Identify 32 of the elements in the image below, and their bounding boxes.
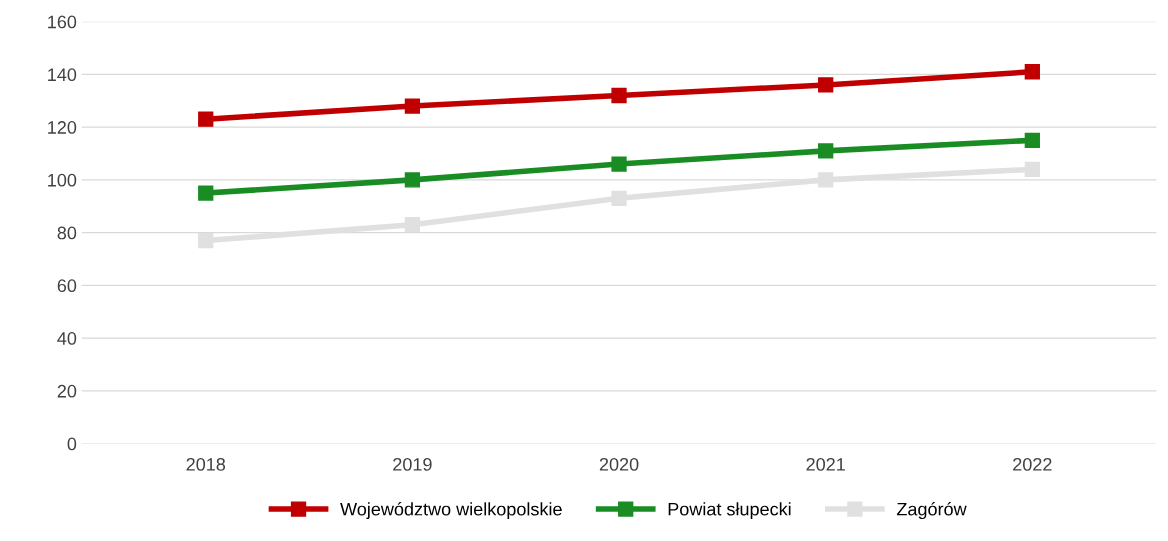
- y-tick-label: 120: [48, 121, 77, 134]
- point: [611, 87, 627, 104]
- point: [198, 111, 214, 127]
- x-tick-label: 2022: [1013, 457, 1052, 471]
- y-tick-label: 140: [48, 68, 77, 82]
- point: [404, 98, 421, 114]
- point: [818, 172, 834, 188]
- x-tick-label: 2019: [393, 457, 432, 471]
- point: [1024, 64, 1040, 80]
- x-tick-label: 2018: [186, 457, 226, 471]
- y-tick-label: 40: [57, 332, 77, 345]
- x-tick-label: 2021: [806, 457, 845, 471]
- point: [1024, 161, 1040, 177]
- y-tick-label: 160: [48, 15, 77, 29]
- point: [818, 77, 834, 93]
- y-tick-label: 80: [57, 226, 77, 240]
- y-tick-label: 0: [67, 437, 77, 451]
- point: [818, 143, 834, 159]
- point: [198, 185, 214, 201]
- point: [611, 156, 627, 172]
- point: [1024, 132, 1040, 148]
- y-tick-label: 100: [48, 173, 77, 187]
- point: [611, 190, 627, 206]
- legend-label: Województwo wielkopolskie: [340, 502, 562, 520]
- y-tick-label: 20: [57, 384, 77, 398]
- y-tick-label: 60: [57, 279, 77, 293]
- legend-label: Zagórów: [896, 502, 967, 520]
- point: [404, 172, 421, 188]
- legend-label: Powiat słupecki: [668, 502, 791, 520]
- point: [198, 232, 214, 249]
- x-tick-label: 2020: [599, 457, 639, 471]
- point: [404, 217, 421, 233]
